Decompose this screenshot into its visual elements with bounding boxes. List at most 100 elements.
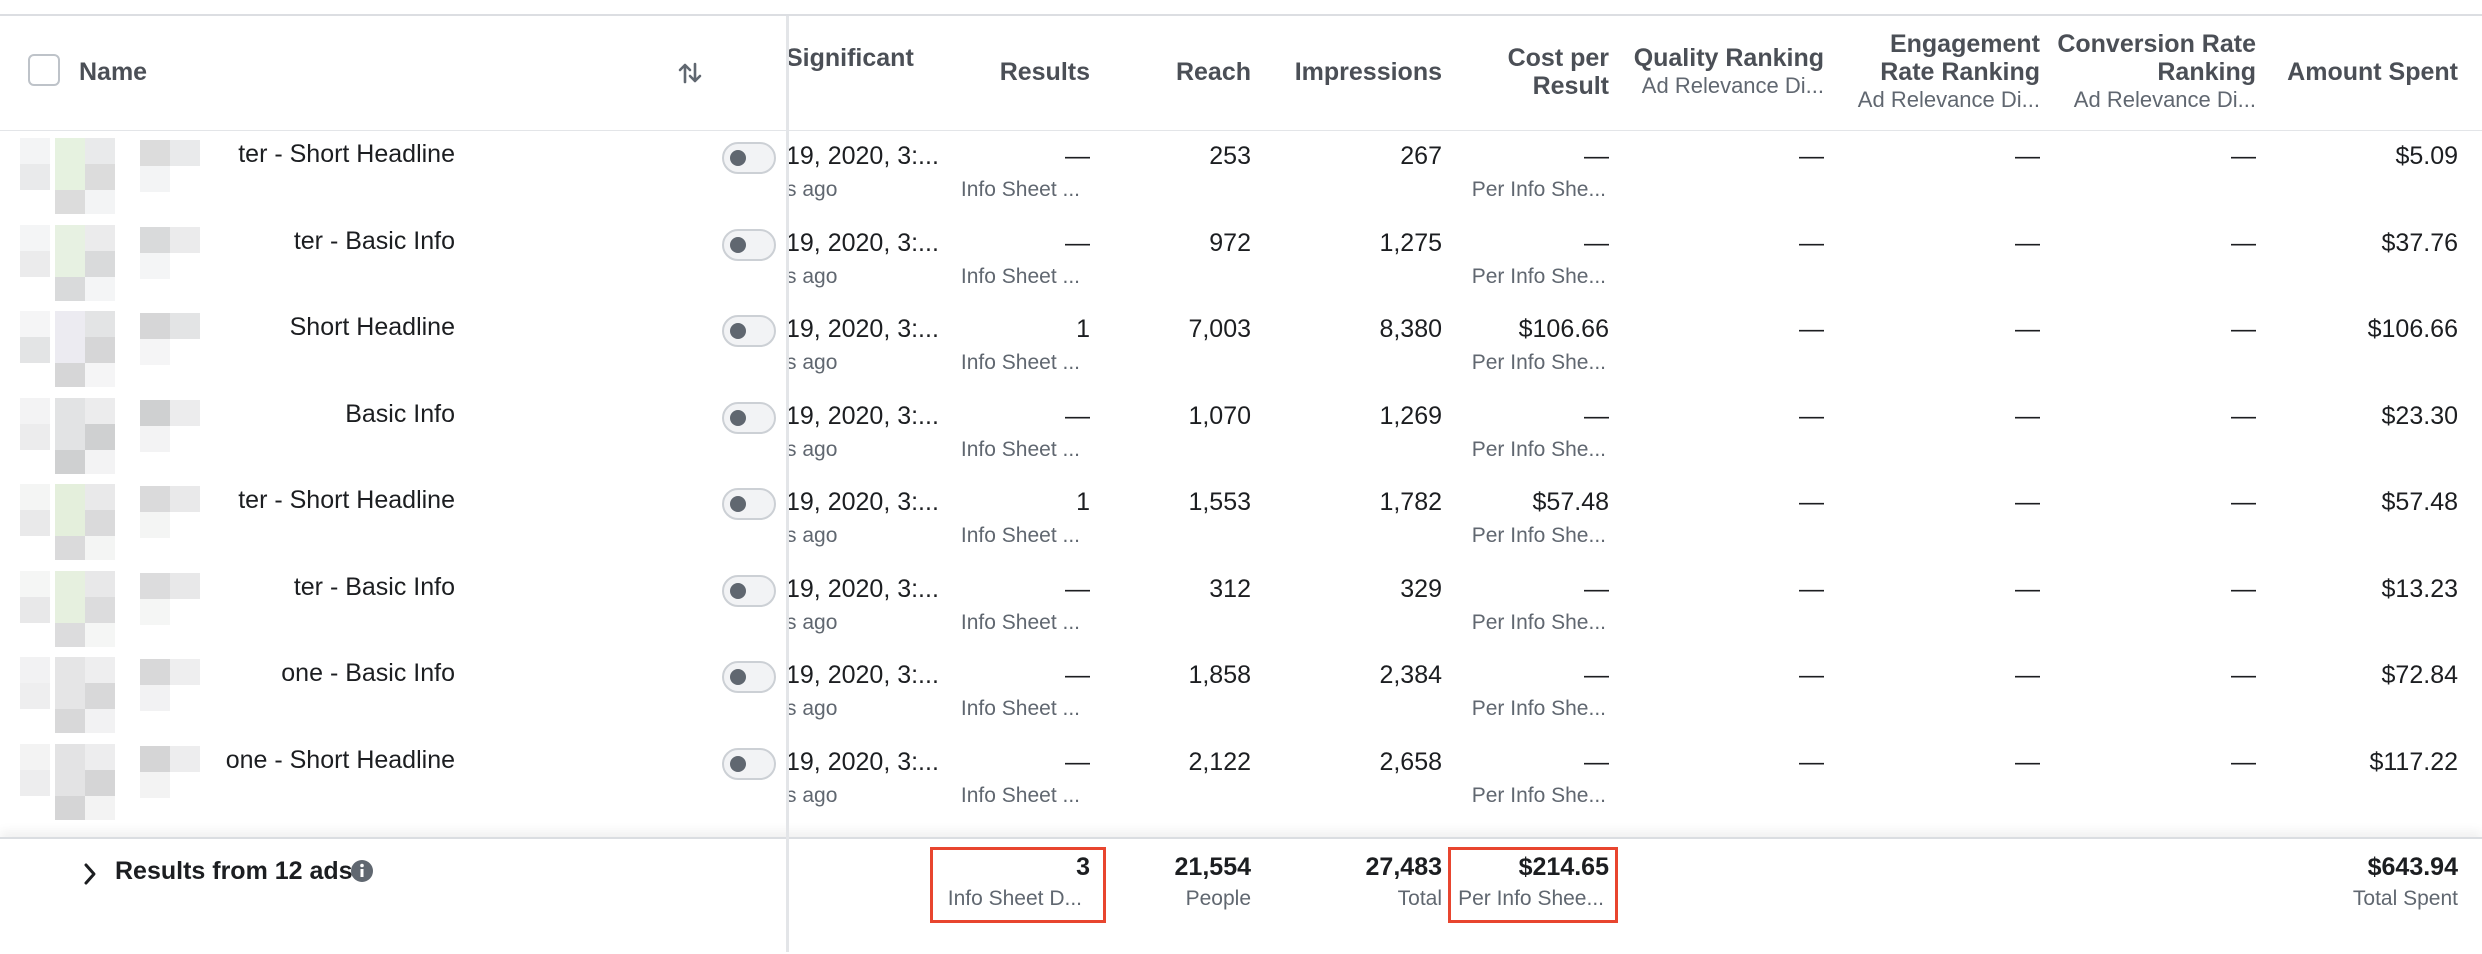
results-unit: Info Sheet ... — [960, 351, 1080, 374]
ad-name[interactable]: Basic Info — [345, 399, 455, 428]
ad-status-toggle[interactable] — [722, 315, 776, 347]
column-header-reach[interactable]: Reach — [1175, 58, 1251, 86]
significant-date: 19, 2020, 3:... — [786, 401, 939, 430]
toggle-knob — [730, 496, 746, 512]
amount-spent-value: $117.22 — [2369, 747, 2458, 776]
ad-status-toggle[interactable] — [722, 661, 776, 693]
ad-status-toggle[interactable] — [722, 747, 776, 780]
ad-name[interactable]: ter - Basic Info — [293, 226, 455, 255]
amount-spent-value: $57.48 — [2381, 488, 2458, 516]
conversion-ranking-value: — — [2231, 488, 2256, 516]
ad-thumbnail — [0, 653, 240, 733]
significant-ago: s ago — [786, 264, 838, 288]
column-header-amount-spent[interactable]: Amount Spent — [2287, 58, 2458, 86]
table-row[interactable]: Basic Info 19, 2020, 3:... s ago — Info … — [0, 390, 2482, 476]
cost-per-result-unit: Per Info She... — [1471, 610, 1606, 634]
total-cost-per-result-unit: Per Info Shee... — [1458, 887, 1604, 910]
conversion-ranking-value: — — [2231, 661, 2256, 689]
engagement-ranking-value: — — [2015, 315, 2040, 343]
results-value: — — [1065, 228, 1090, 257]
ad-status-toggle[interactable] — [722, 574, 776, 607]
ad-name[interactable]: Short Headline — [289, 313, 455, 341]
select-all-checkbox[interactable] — [28, 54, 60, 86]
column-header-quality-ranking[interactable]: Quality Ranking Ad Relevance Di... — [1634, 44, 1824, 100]
significant-date: 19, 2020, 3:... — [786, 228, 939, 257]
cost-per-result-value: — — [1584, 747, 1609, 776]
sort-icon[interactable] — [678, 60, 702, 86]
ad-status-toggle[interactable] — [722, 401, 776, 434]
cost-per-result-unit: Per Info She... — [1471, 783, 1606, 807]
impressions-value: 8,380 — [1379, 315, 1442, 343]
total-impressions: 27,483 — [1365, 853, 1442, 881]
impressions-value: 267 — [1400, 142, 1442, 170]
ad-status-toggle[interactable] — [722, 488, 776, 520]
ad-name[interactable]: one - Basic Info — [281, 659, 455, 687]
table-row[interactable]: ter - Short Headline 19, 2020, 3:... s a… — [0, 130, 2482, 216]
results-value: — — [1065, 747, 1090, 776]
results-value: — — [1065, 574, 1090, 603]
results-value: — — [1065, 661, 1090, 689]
toggle-knob — [730, 323, 746, 339]
column-header-significant[interactable]: Significant — [786, 44, 914, 72]
reach-value: 1,858 — [1188, 661, 1251, 689]
total-amount-spent-unit: Total Spent — [2352, 887, 2458, 910]
ad-name[interactable]: ter - Short Headline — [238, 486, 455, 514]
total-impressions-unit: Total — [1397, 887, 1442, 910]
column-header-engagement-rate-ranking[interactable]: Engagement Rate Ranking Ad Relevance Di.… — [1858, 30, 2040, 114]
column-header-name[interactable]: Name — [79, 58, 148, 86]
table-row[interactable]: one - Basic Info 19, 2020, 3:... s ago —… — [0, 649, 2482, 735]
ad-status-toggle[interactable] — [722, 228, 776, 261]
ad-name[interactable]: ter - Basic Info — [293, 572, 455, 601]
significant-ago: s ago — [786, 524, 838, 547]
quality-ranking-value: — — [1799, 315, 1824, 343]
ad-name[interactable]: ter - Short Headline — [238, 140, 455, 168]
significant-date: 19, 2020, 3:... — [786, 574, 939, 603]
total-amount-spent: $643.94 — [2367, 853, 2458, 881]
significant-ago: s ago — [786, 783, 838, 807]
table-row[interactable]: ter - Basic Info 19, 2020, 3:... s ago —… — [0, 563, 2482, 649]
column-header-results[interactable]: Results — [999, 58, 1090, 86]
reach-value: 1,553 — [1188, 488, 1251, 516]
engagement-title-line2: Rate Ranking — [1880, 58, 2040, 86]
significant-ago: s ago — [786, 351, 838, 374]
conversion-ranking-value: — — [2231, 228, 2256, 257]
chevron-right-icon[interactable] — [82, 861, 98, 887]
total-results-unit: Info Sheet D... — [947, 887, 1082, 910]
results-summary-label: Results from 12 ads — [115, 857, 353, 885]
column-header-cost-per-result[interactable]: Cost per Result — [1508, 44, 1609, 100]
highlight-results-box — [930, 847, 1106, 923]
significant-date: 19, 2020, 3:... — [786, 747, 939, 776]
quality-ranking-title: Quality Ranking — [1633, 44, 1824, 72]
results-unit: Info Sheet ... — [960, 783, 1080, 807]
total-reach-unit: People — [1185, 887, 1251, 910]
cost-per-result-unit: Per Info She... — [1471, 524, 1606, 547]
cost-per-result-line2: Result — [1532, 72, 1609, 100]
table-row[interactable]: ter - Short Headline 19, 2020, 3:... s a… — [0, 476, 2482, 562]
conversion-ranking-value: — — [2231, 142, 2256, 170]
frozen-column-divider — [786, 16, 789, 952]
amount-spent-value: $13.23 — [2381, 574, 2458, 603]
column-header-impressions[interactable]: Impressions — [1294, 58, 1442, 86]
cost-per-result-value: — — [1584, 142, 1609, 170]
reach-value: 253 — [1209, 142, 1251, 170]
results-unit: Info Sheet ... — [960, 264, 1080, 288]
highlight-cost-box — [1448, 847, 1618, 923]
cost-per-result-unit: Per Info She... — [1471, 437, 1606, 461]
info-icon[interactable] — [350, 859, 374, 883]
ad-status-toggle[interactable] — [722, 142, 776, 174]
table-row[interactable]: one - Short Headline 19, 2020, 3:... s a… — [0, 736, 2482, 822]
top-divider — [0, 14, 2482, 16]
column-header-conversion-rate-ranking[interactable]: Conversion Rate Ranking Ad Relevance Di.… — [2057, 30, 2256, 114]
quality-ranking-value: — — [1799, 401, 1824, 430]
results-unit: Info Sheet ... — [960, 178, 1080, 201]
results-value: — — [1065, 401, 1090, 430]
table-row[interactable]: Short Headline 19, 2020, 3:... s ago 1 I… — [0, 303, 2482, 389]
quality-ranking-value: — — [1799, 488, 1824, 516]
toggle-knob — [730, 236, 746, 253]
table-row[interactable]: ter - Basic Info 19, 2020, 3:... s ago —… — [0, 217, 2482, 303]
ad-thumbnail — [0, 393, 240, 474]
amount-spent-value: $37.76 — [2381, 228, 2458, 257]
conversion-ranking-value: — — [2231, 315, 2256, 343]
conversion-title-line2: Ranking — [2157, 58, 2256, 86]
ad-name[interactable]: one - Short Headline — [225, 745, 455, 774]
